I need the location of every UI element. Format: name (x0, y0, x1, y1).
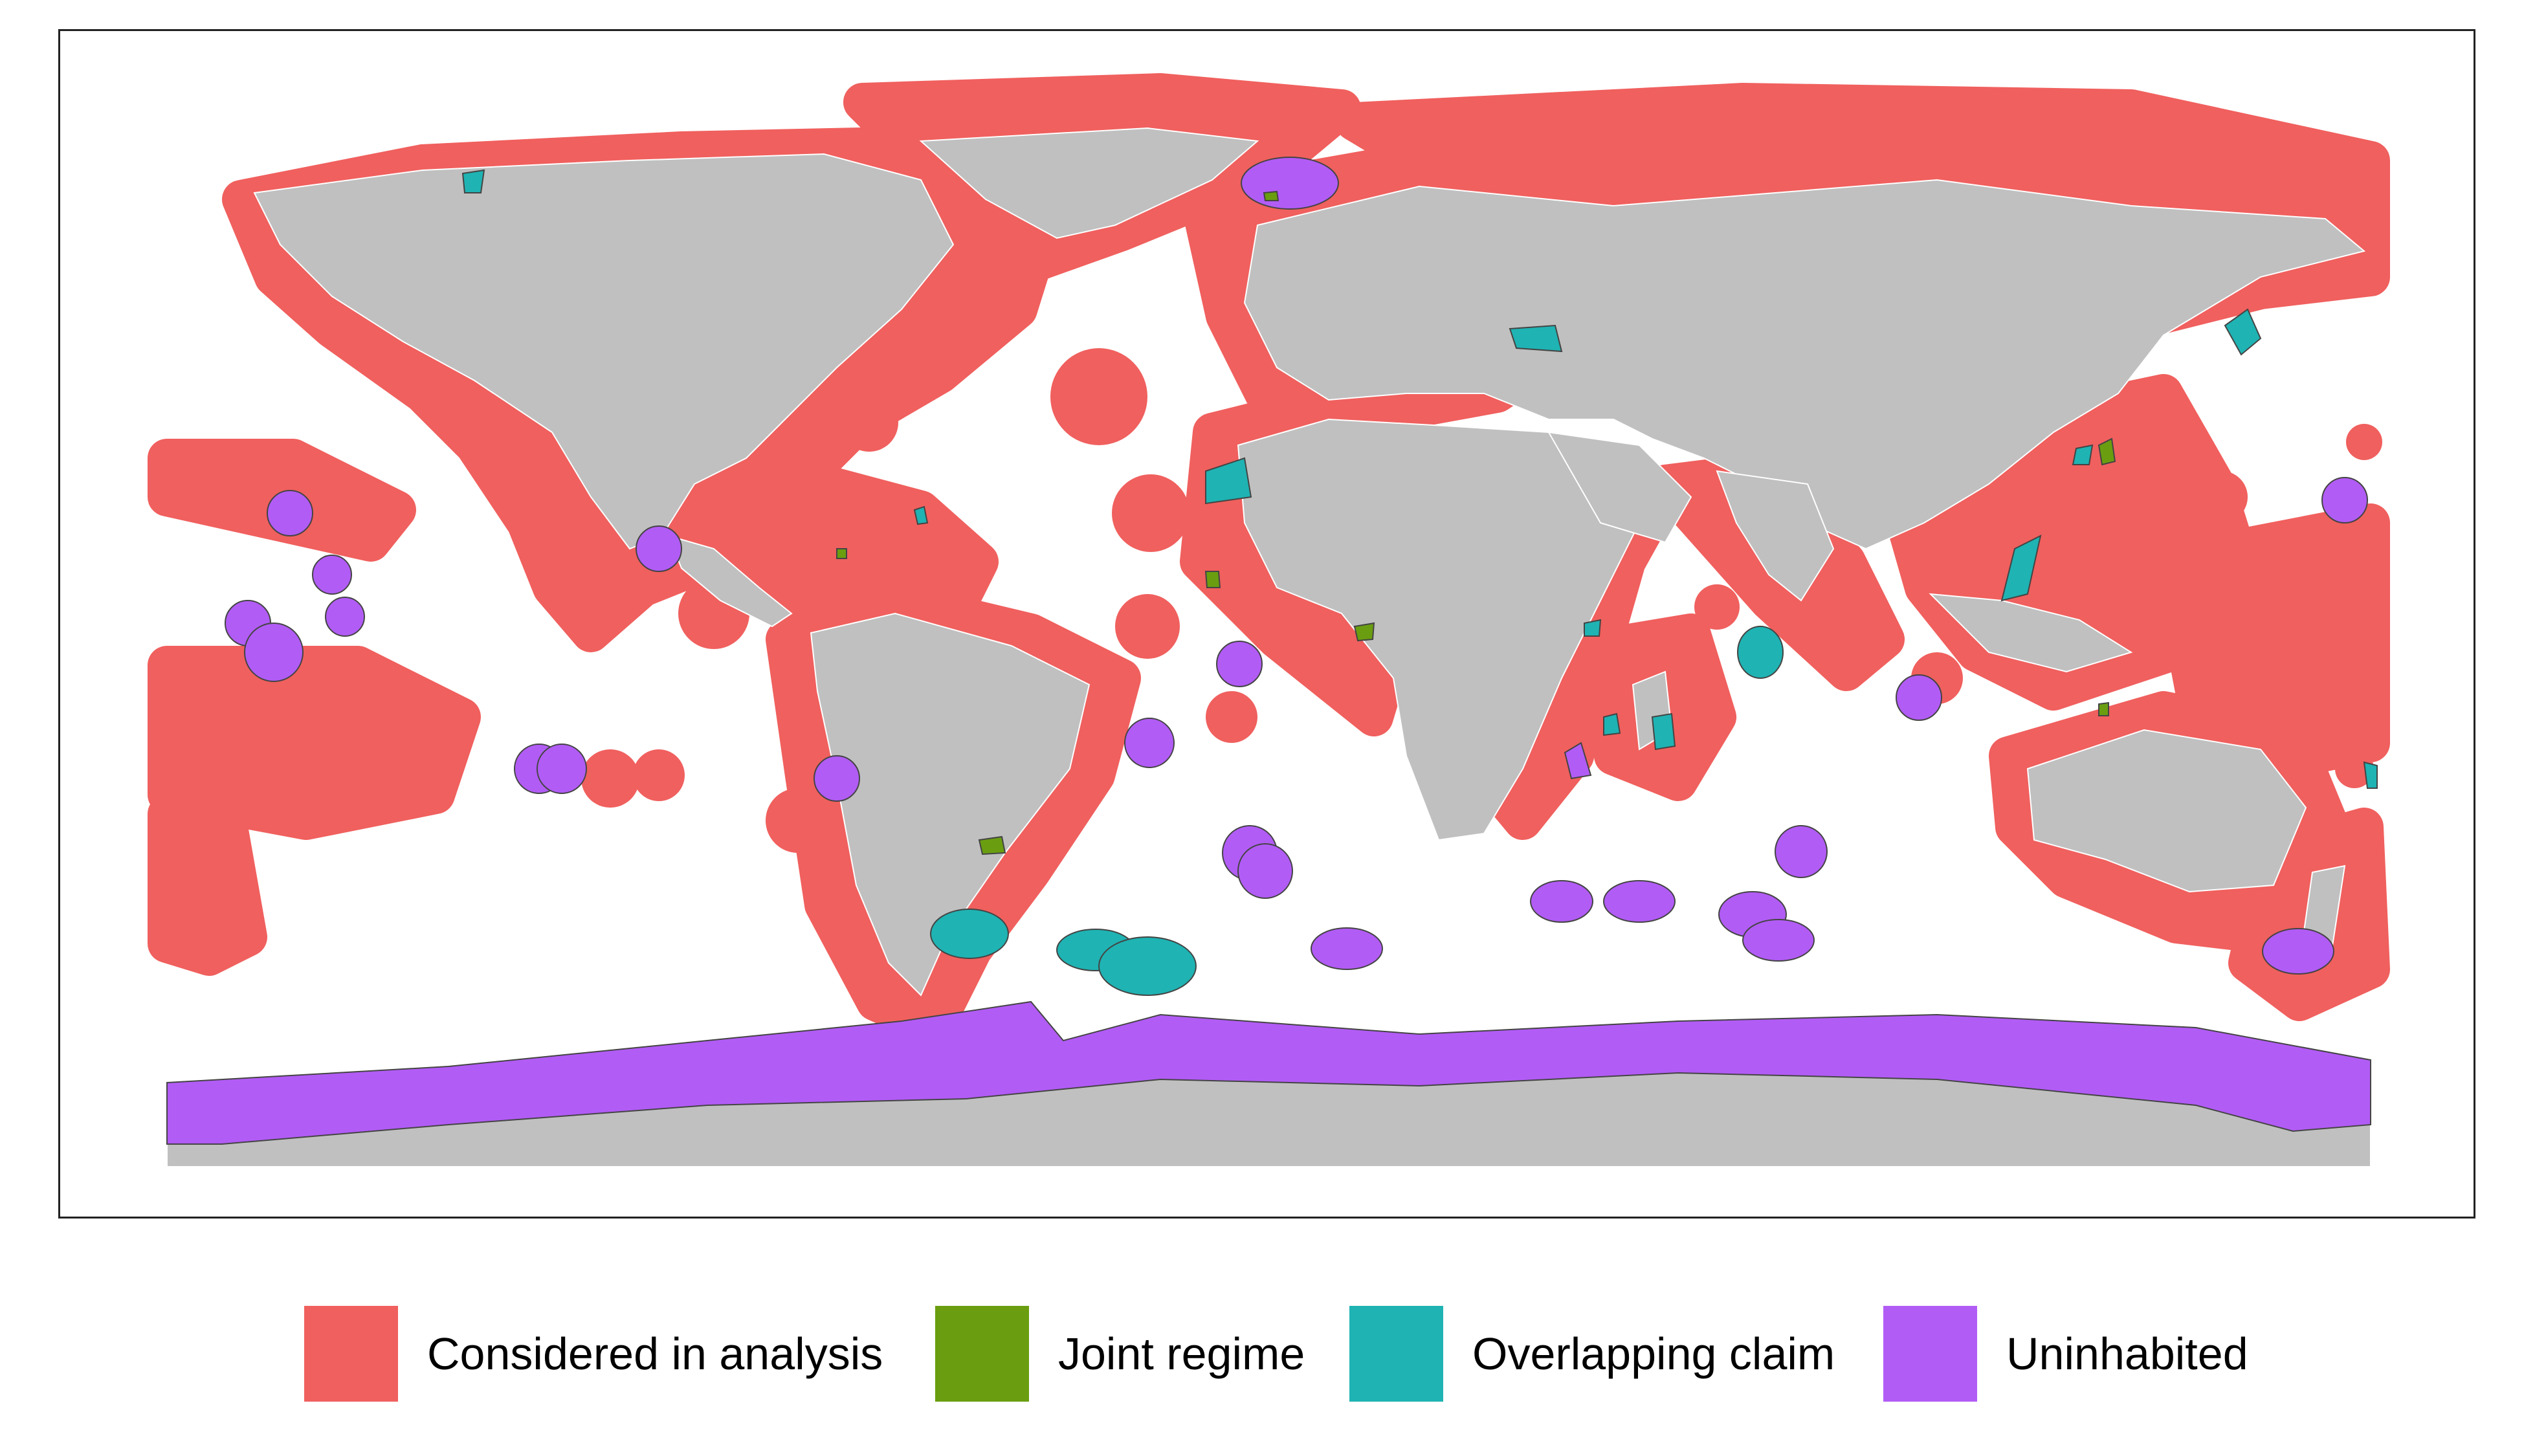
overlap-western-sahara (1205, 457, 1252, 505)
uninhabited-clipperton (636, 525, 682, 572)
land-central-america (667, 535, 793, 628)
joint-senegal-guinea-bissau (1204, 571, 1221, 588)
uninhabited-bouvet-area (1216, 641, 1263, 687)
legend: Considered in analysis Joint regime Over… (0, 1306, 2524, 1409)
island-cabo-verde (1112, 474, 1190, 552)
uninhabited-crozet (1530, 880, 1593, 923)
island-easter-b (633, 749, 685, 801)
island-ascension (1115, 594, 1180, 659)
overlap-black-sea (1509, 324, 1563, 353)
overlap-east-china-sea (2072, 444, 2094, 465)
island-bermuda (840, 393, 898, 452)
joint-jan-mayen (1263, 190, 1279, 201)
joint-caribbean (836, 548, 847, 559)
uninhabited-pitcairn-b (537, 744, 587, 794)
island-west-edge (2346, 424, 2382, 460)
uninhabited-antarctica-coast (166, 1000, 2371, 1145)
overlap-japan-north (2224, 308, 2262, 356)
uninhabited-mozambique-channel (1564, 742, 1592, 780)
uninhabited-pacific-d (244, 623, 304, 682)
legend-swatch-joint (935, 1306, 1029, 1402)
uninhabited-pacific-e (325, 597, 365, 637)
land-europe-asia (1243, 179, 2366, 550)
uninhabited-sala-y-gomez (814, 755, 860, 802)
island-azores (1050, 348, 1147, 445)
uninhabited-south-sandwich (1311, 927, 1383, 970)
legend-label-overlapping: Overlapping claim (1472, 1329, 1835, 1379)
overlap-chagos (1737, 626, 1784, 679)
land-australia (2026, 729, 2307, 893)
uninhabited-macquarie (2262, 928, 2334, 975)
island-easter-a (581, 749, 639, 808)
overlap-mayotte (1651, 712, 1676, 751)
uninhabited-kerguelen-a (1603, 880, 1676, 923)
eez-overlapping-claims (461, 169, 2378, 996)
land-north-america (253, 153, 955, 550)
eez-small-islands (581, 348, 2382, 853)
island-st-helena (1206, 691, 1257, 743)
overlap-comoros (1603, 712, 1621, 736)
eez-joint-regimes (836, 190, 2116, 855)
legend-label-joint: Joint regime (1058, 1329, 1305, 1379)
uninhabited-gough-b (1237, 843, 1293, 899)
joint-korea-japan (2098, 437, 2116, 466)
eez-pacific-islands-west (2151, 503, 2390, 782)
land-arabia (1547, 431, 1692, 544)
overlap-falklands (930, 909, 1009, 959)
legend-swatch-overlapping (1349, 1306, 1443, 1402)
world-map (148, 73, 2390, 1167)
uninhabited-jan-mayen (1241, 157, 1339, 210)
uninhabited-cocos (1896, 674, 1942, 721)
land-africa (1237, 418, 1641, 841)
joint-rio-de-la-plata (978, 835, 1006, 855)
land-greenland (919, 127, 1259, 239)
island-marshall (2196, 471, 2248, 523)
eez-pacific-south (148, 795, 267, 976)
overlap-timor (2363, 761, 2378, 789)
uninhabited-tristan (1124, 718, 1175, 768)
overlap-south-china-sea (2000, 535, 2042, 602)
overlap-south-georgia-b (1098, 936, 1197, 996)
map-panel (58, 29, 2475, 1219)
uninhabited-pacific-a (267, 490, 313, 536)
land-india (1716, 470, 1835, 602)
island-chagos (1694, 584, 1740, 630)
uninhabited-amsterdam (1775, 825, 1828, 878)
uninhabited-heard-b (1742, 919, 1815, 962)
island-kermadec (2335, 749, 2374, 788)
overlap-caribbean (913, 505, 929, 525)
eez-pacific-islands-east (148, 646, 481, 840)
joint-timor-gap (2098, 701, 2109, 716)
island-marianas (2121, 455, 2180, 513)
uninhabited-wake (2321, 477, 2368, 524)
overlap-kenya-somalia (1584, 619, 1602, 637)
legend-label-uninhabited: Uninhabited (2006, 1329, 2248, 1379)
legend-swatch-uninhabited (1883, 1306, 1977, 1402)
island-mauritius (1652, 740, 1704, 791)
uninhabited-pacific-b (312, 555, 352, 595)
eez-uninhabited-zones (166, 157, 2371, 1145)
island-juan-fernandez (766, 788, 830, 853)
legend-swatch-considered (304, 1306, 398, 1402)
joint-gulf-of-guinea (1353, 622, 1375, 642)
legend-label-considered: Considered in analysis (427, 1329, 883, 1379)
overlap-canada-north (461, 169, 485, 193)
